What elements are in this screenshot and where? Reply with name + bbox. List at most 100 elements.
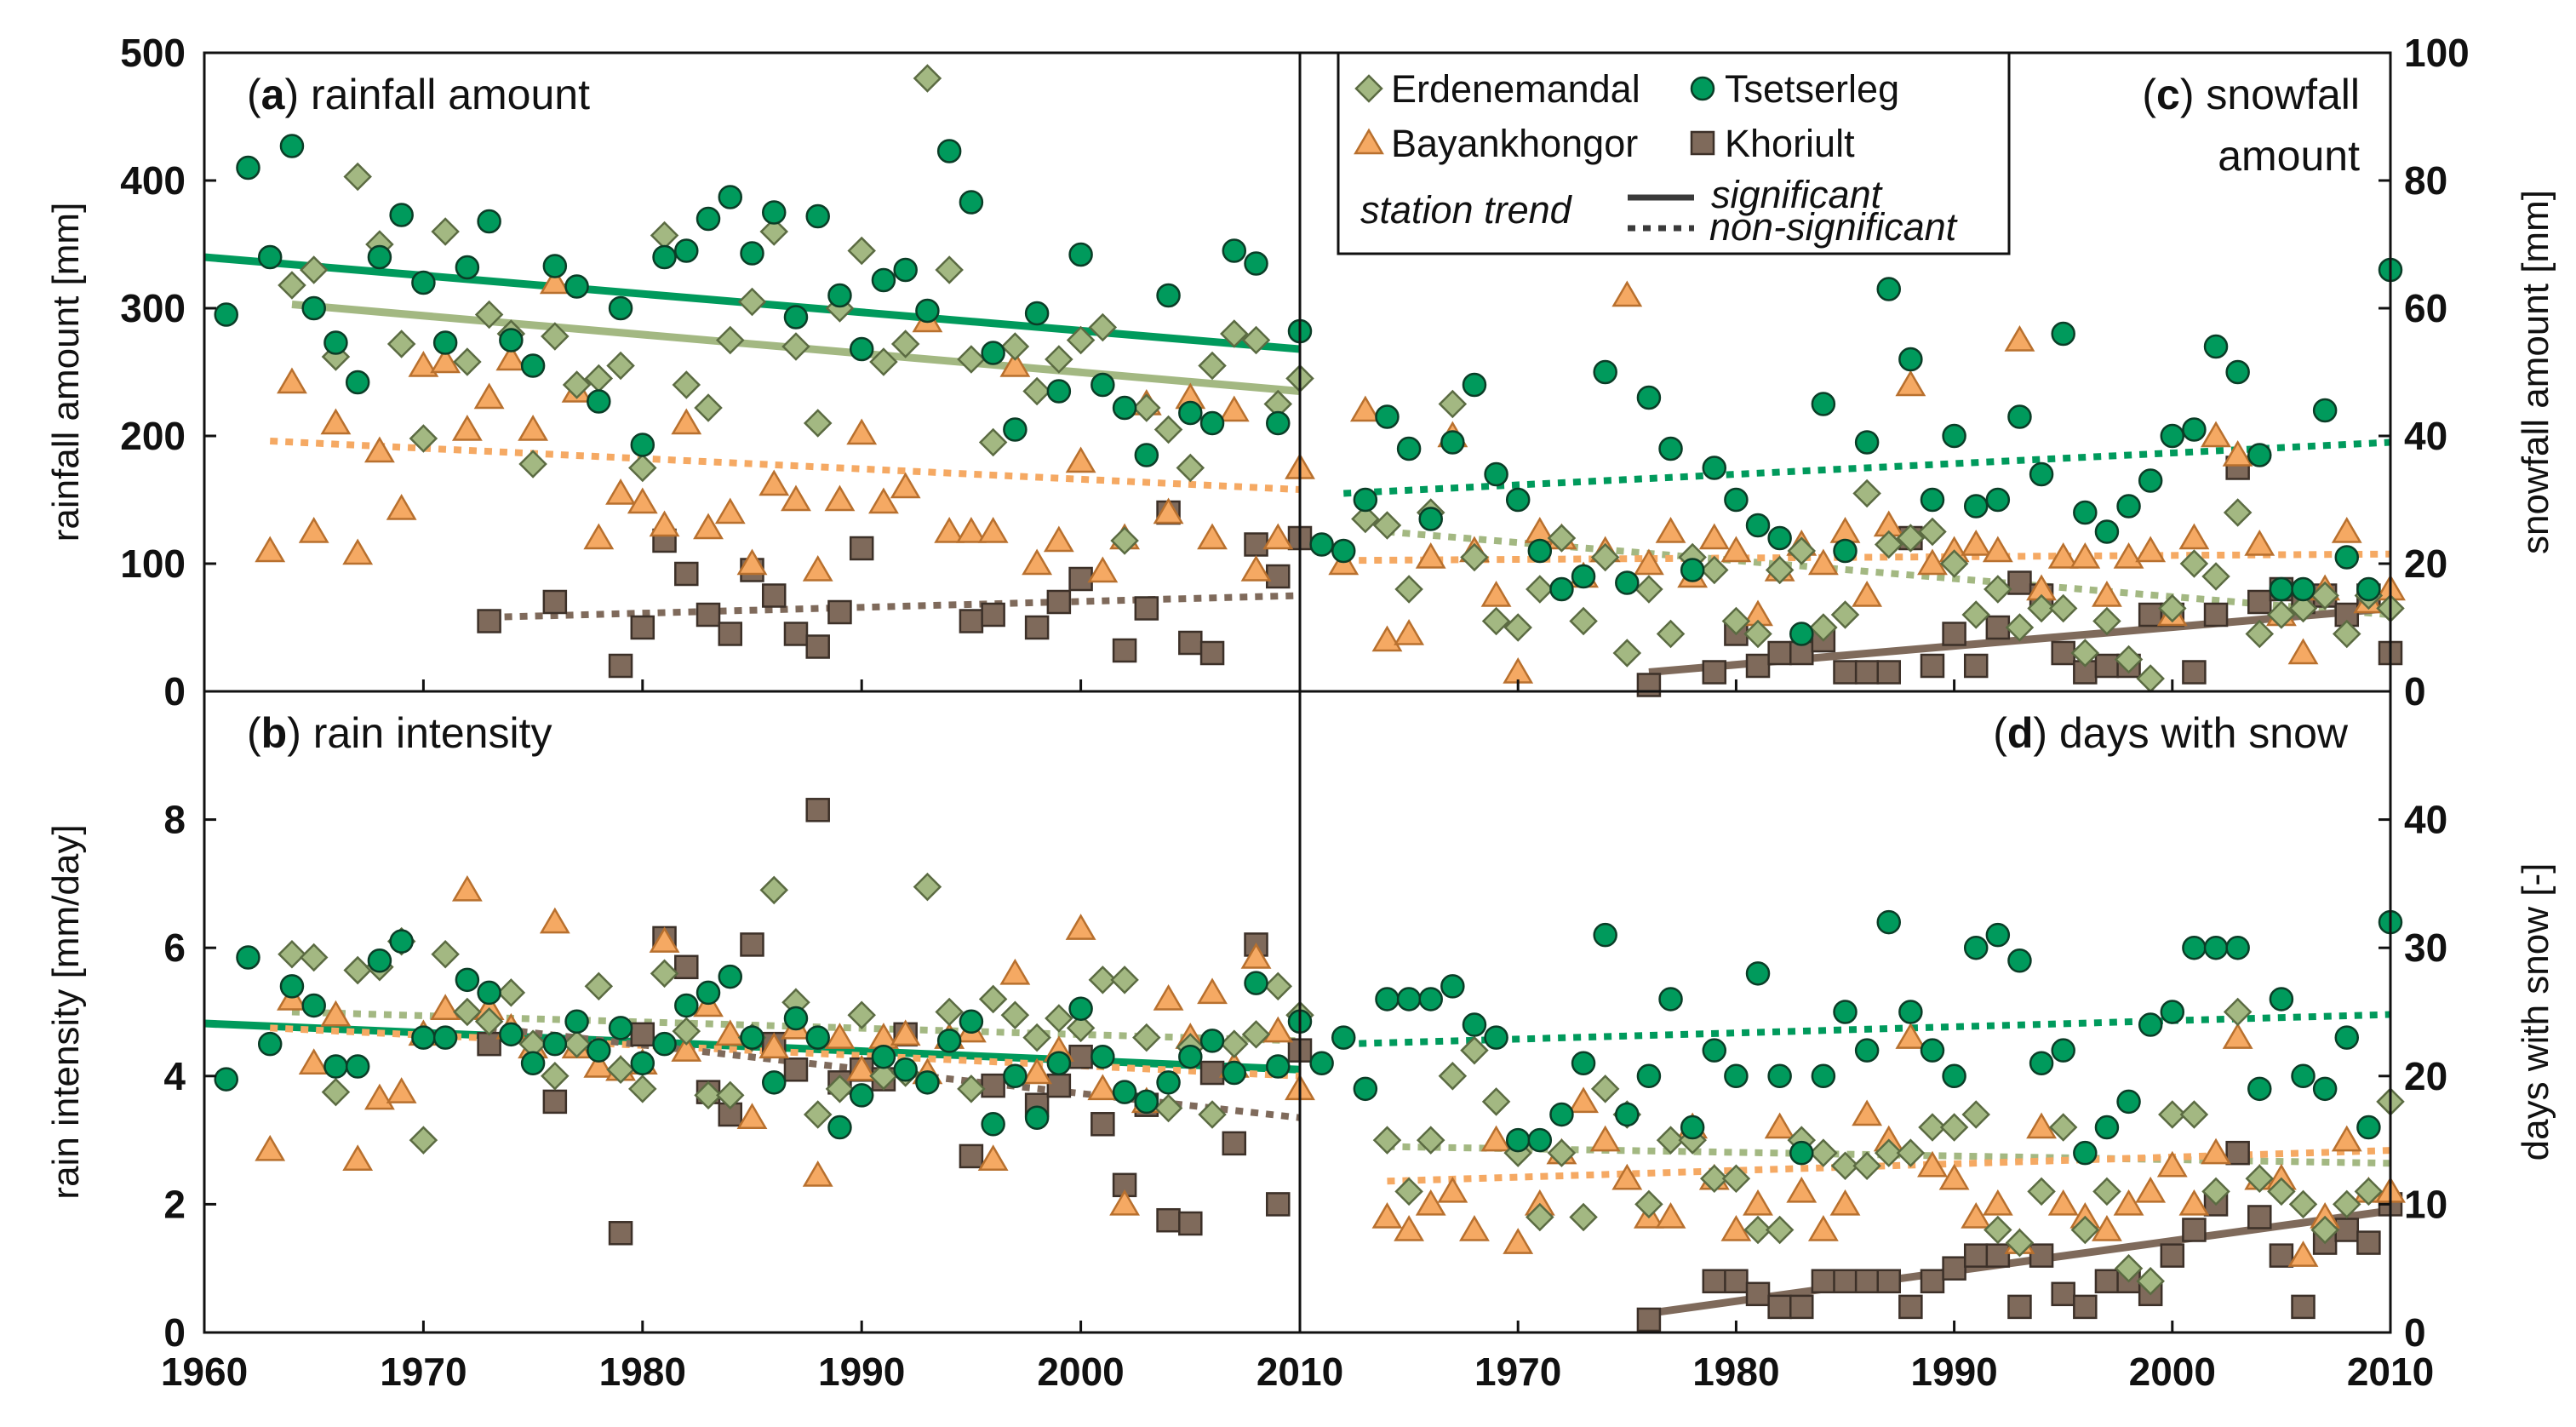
panel-title-text: days with snow xyxy=(2059,709,2349,757)
data-point-tsetserleg xyxy=(477,980,501,1006)
legend-label: Tsetserleg xyxy=(1725,67,1899,111)
legend-nonsignificant-text: non-significant xyxy=(1709,205,1959,249)
data-point-tsetserleg xyxy=(1833,1000,1858,1024)
data-point-erdenemandal xyxy=(1153,1093,1183,1123)
data-point-tsetserleg xyxy=(783,305,809,330)
data-point-erdenemandal xyxy=(1088,312,1118,342)
x-tick-label: 1980 xyxy=(599,1350,686,1394)
data-point-erdenemandal xyxy=(1547,524,1577,553)
data-point-bayankhongor xyxy=(1197,977,1228,1005)
data-point-tsetserleg xyxy=(1854,430,1880,455)
data-point-tsetserleg xyxy=(1789,622,1814,646)
data-point-erdenemandal xyxy=(343,162,372,192)
data-point-bayankhongor xyxy=(977,1144,1009,1171)
data-point-tsetserleg xyxy=(1353,1076,1378,1102)
data-point-erdenemandal xyxy=(1896,1138,1926,1167)
data-point-khoriult xyxy=(1854,1269,1880,1294)
data-point-erdenemandal xyxy=(1000,1000,1030,1030)
data-point-khoriult xyxy=(2247,589,2272,615)
data-point-khoriult xyxy=(2225,1140,2250,1166)
data-point-tsetserleg xyxy=(587,389,611,414)
data-point-erdenemandal xyxy=(1939,1113,1969,1142)
data-point-tsetserleg xyxy=(1003,417,1028,442)
data-point-tsetserleg xyxy=(1963,935,1989,960)
data-point-erdenemandal xyxy=(1547,1138,1577,1167)
data-point-tsetserleg xyxy=(849,1083,874,1108)
data-point-erdenemandal xyxy=(2201,1177,2230,1206)
data-point-tsetserleg xyxy=(1134,1089,1159,1115)
data-point-erdenemandal xyxy=(431,217,460,246)
panel-letter: ( xyxy=(2142,71,2156,118)
data-point-tsetserleg xyxy=(893,257,918,283)
x-tick-label: 1980 xyxy=(1692,1350,1779,1394)
data-point-khoriult xyxy=(2094,653,2120,679)
data-point-khoriult xyxy=(849,536,874,561)
data-point-erdenemandal xyxy=(2027,593,2056,623)
data-point-erdenemandal xyxy=(2267,1177,2296,1206)
data-point-khoriult xyxy=(1046,1073,1072,1098)
data-point-khoriult xyxy=(1266,1192,1291,1217)
data-point-bayankhongor xyxy=(495,344,527,371)
y-tick-label: 400 xyxy=(120,158,186,203)
data-point-tsetserleg xyxy=(608,295,633,321)
data-point-erdenemandal xyxy=(2310,1215,2339,1245)
data-point-erdenemandal xyxy=(1351,504,1380,534)
data-point-tsetserleg xyxy=(1920,1038,1945,1063)
data-point-tsetserleg xyxy=(477,209,501,234)
data-point-erdenemandal xyxy=(1481,606,1511,636)
data-point-tsetserleg xyxy=(2116,1089,2141,1115)
data-point-khoriult xyxy=(1724,1269,1749,1294)
data-point-bayankhongor xyxy=(890,1019,921,1046)
data-point-khoriult xyxy=(805,634,830,659)
data-point-erdenemandal xyxy=(409,1126,438,1155)
data-point-erdenemandal xyxy=(1939,549,1969,578)
data-point-erdenemandal xyxy=(1372,511,1402,540)
data-point-tsetserleg xyxy=(455,255,480,280)
data-point-tsetserleg xyxy=(761,200,787,225)
data-point-erdenemandal xyxy=(1984,575,2012,604)
data-point-tsetserleg xyxy=(936,139,962,163)
data-point-erdenemandal xyxy=(1961,600,1990,629)
data-point-tsetserleg xyxy=(2269,987,2294,1012)
panel-letter: ) xyxy=(2180,71,2207,118)
data-point-bayankhongor xyxy=(1197,523,1228,550)
data-point-tsetserleg xyxy=(389,203,414,227)
data-point-khoriult xyxy=(761,583,787,608)
data-point-erdenemandal xyxy=(2092,1177,2121,1206)
data-point-bayankhongor xyxy=(451,415,483,441)
data-point-tsetserleg xyxy=(1963,494,1989,519)
data-point-erdenemandal xyxy=(1438,1062,1468,1091)
data-point-tsetserleg xyxy=(827,1115,852,1140)
data-point-tsetserleg xyxy=(1549,1102,1574,1127)
data-point-erdenemandal xyxy=(2310,581,2339,610)
data-point-erdenemandal xyxy=(1416,1126,1445,1155)
data-point-tsetserleg xyxy=(783,1006,809,1031)
data-point-tsetserleg xyxy=(301,295,326,321)
data-point-bayankhongor xyxy=(1087,1074,1119,1101)
data-point-tsetserleg xyxy=(1876,277,1901,301)
data-point-khoriult xyxy=(2138,602,2163,628)
data-point-khoriult xyxy=(1789,640,1814,666)
data-point-khoriult xyxy=(981,602,1005,628)
data-point-tsetserleg xyxy=(1331,1025,1356,1050)
data-point-khoriult xyxy=(2007,1294,2032,1320)
data-point-bayankhongor xyxy=(1786,1176,1818,1203)
data-point-erdenemandal xyxy=(913,872,942,902)
panel-letter: ) xyxy=(2033,709,2059,757)
data-point-tsetserleg xyxy=(1046,1051,1072,1075)
data-point-tsetserleg xyxy=(564,1009,589,1034)
data-point-tsetserleg xyxy=(1068,996,1093,1021)
data-point-erdenemandal xyxy=(978,427,1008,457)
data-point-tsetserleg xyxy=(1244,251,1268,276)
data-point-bayankhongor xyxy=(1087,556,1119,583)
data-point-bayankhongor xyxy=(1611,1163,1643,1190)
data-point-tsetserleg xyxy=(1549,576,1574,602)
data-point-khoriult xyxy=(1046,589,1072,615)
data-point-tsetserleg xyxy=(389,929,414,954)
data-point-erdenemandal xyxy=(1874,530,1903,559)
data-point-bayankhongor xyxy=(1568,1086,1599,1114)
data-point-bayankhongor xyxy=(1480,1125,1512,1152)
data-point-bayankhongor xyxy=(1917,1150,1948,1178)
data-point-bayankhongor xyxy=(408,351,439,377)
panel-letter: ) xyxy=(284,71,311,118)
